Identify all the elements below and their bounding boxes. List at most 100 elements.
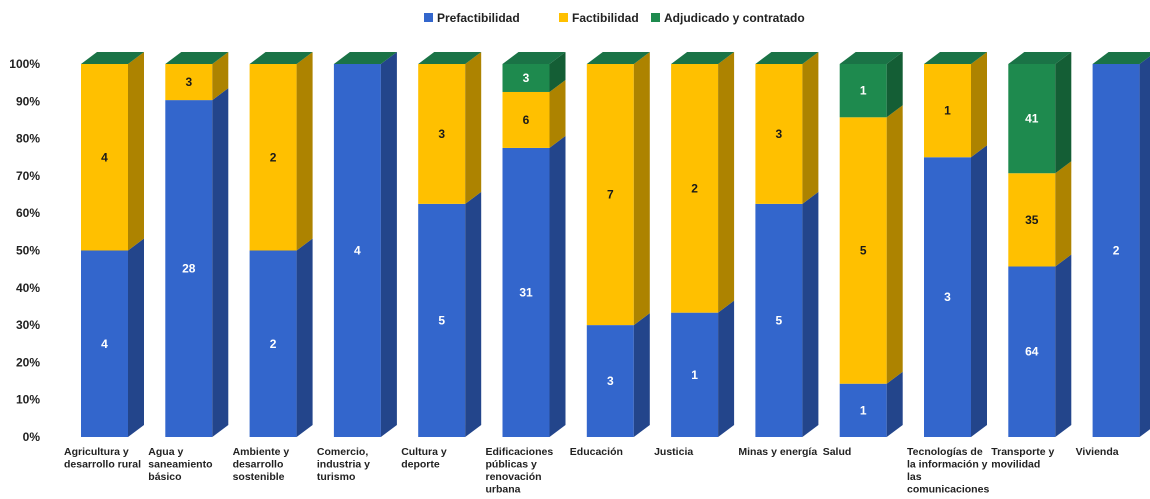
bar-segment <box>924 157 971 437</box>
data-label: 5 <box>860 244 867 258</box>
bar-segment <box>924 64 971 158</box>
bar-segment-side <box>465 191 482 437</box>
bar-stack: 12 <box>671 52 735 437</box>
bar-segment <box>839 64 887 118</box>
bar-segment <box>165 64 213 101</box>
bar-segment-side <box>1055 254 1072 437</box>
data-label: 3 <box>438 127 445 141</box>
y-axis: 0% 10% 20% 30% 40% 50% 60% 70% 80% 90% 100% <box>9 57 40 444</box>
data-label: 2 <box>1113 244 1120 258</box>
bar-segment-side <box>296 52 313 251</box>
x-tick-label: Salud <box>823 446 852 458</box>
x-tick-label: Agua y saneamiento básico <box>148 446 212 483</box>
y-tick-label: 0% <box>23 430 41 444</box>
bar-segment <box>755 203 803 437</box>
bar-segment <box>671 64 719 313</box>
bar-stack: 1 5 1 <box>839 52 903 437</box>
y-tick-label: 100% <box>9 57 40 71</box>
bar-top <box>1008 52 1072 64</box>
bar-stack: 4 <box>333 52 397 437</box>
y-tick-label: 70% <box>16 169 40 183</box>
data-label: 4 <box>101 337 108 351</box>
y-tick-label: 80% <box>16 132 40 146</box>
data-label: 64 <box>1025 345 1039 359</box>
bar-segment-side <box>128 52 144 251</box>
bar-segment <box>755 64 803 204</box>
bar-segment <box>839 117 887 384</box>
bar-stack: 44 <box>81 52 144 437</box>
legend-swatch <box>424 13 433 22</box>
bar-segment <box>1008 64 1056 174</box>
x-tick-label: Ambiente y desarrollo sostenible <box>233 446 290 483</box>
bar-segment-side <box>718 300 735 437</box>
bar-segment <box>502 64 550 92</box>
x-tick-label: Vivienda <box>1076 446 1119 458</box>
bar-top <box>418 52 482 64</box>
legend-label: Prefactibilidad <box>437 11 520 25</box>
y-tick-label: 90% <box>16 94 40 108</box>
data-label: 1 <box>691 368 698 382</box>
bar-segment <box>418 203 466 437</box>
x-tick-label: Transporte y movilidad <box>991 446 1054 471</box>
bar-segment-side <box>971 52 987 158</box>
y-tick-label: 50% <box>16 244 40 258</box>
x-axis: Agricultura y desarrollo rural Agua y sanea… <box>64 446 1119 496</box>
bar-segment-side <box>633 313 650 437</box>
data-label: 28 <box>182 262 196 276</box>
bar-segment-side <box>802 52 819 204</box>
bar-segment <box>165 100 213 437</box>
x-tick-label: Minas y energía <box>738 446 817 458</box>
bar-segment-side <box>549 79 566 148</box>
bar-top <box>924 52 987 64</box>
y-tick-label: 20% <box>16 355 40 369</box>
data-label: 5 <box>438 313 445 327</box>
bar-segment-side <box>1055 52 1072 174</box>
bar-segment-side <box>633 52 650 326</box>
bar-segment-side <box>1139 56 1150 437</box>
data-label: 5 <box>776 313 783 327</box>
bar-segment-side <box>1055 161 1072 267</box>
bar-top <box>333 52 397 64</box>
bar-top <box>81 52 144 64</box>
bar-top <box>671 52 735 64</box>
x-tick-label: Edificaciones públicas y renovación urbana <box>486 446 554 496</box>
data-label: 4 <box>101 150 108 164</box>
data-label: 7 <box>607 188 614 202</box>
bar-segment-side <box>212 88 229 437</box>
y-tick-label: 10% <box>16 393 40 407</box>
y-tick-label: 60% <box>16 206 40 220</box>
data-label: 2 <box>691 181 698 195</box>
data-label: 4 <box>354 244 361 258</box>
bar-segment <box>839 383 887 437</box>
bar-segment <box>586 64 634 326</box>
bar-segment-side <box>128 238 144 437</box>
bar-segment <box>502 147 550 438</box>
bar-segment <box>671 312 719 437</box>
x-tick-label: Educación <box>570 446 623 458</box>
bar-stack: 31 6 3 <box>502 52 566 438</box>
bar-segment <box>1008 266 1056 437</box>
data-label: 1 <box>860 84 867 98</box>
bar-top <box>165 52 229 64</box>
data-label: 3 <box>944 290 951 304</box>
bar-segment <box>333 64 381 437</box>
bar-segment <box>81 250 128 437</box>
data-label: 3 <box>776 127 783 141</box>
data-label: 3 <box>523 71 530 85</box>
bar-segment-side <box>380 52 397 437</box>
bar-stack: 22 <box>249 52 313 437</box>
bar-stack: 53 <box>418 52 482 437</box>
x-tick-label: Agricultura y desarrollo rural <box>64 446 141 471</box>
bar-stack: 31 <box>924 52 987 437</box>
bar-top <box>249 52 313 64</box>
bar-segment <box>1092 64 1140 437</box>
bar-stack: 53 <box>755 52 819 437</box>
data-label: 35 <box>1025 213 1039 227</box>
x-tick-label: Justicia <box>654 446 693 458</box>
x-tick-label: Cultura y deporte <box>401 446 447 471</box>
bar-segment <box>502 91 550 148</box>
bar-segment <box>1008 173 1056 267</box>
data-label: 3 <box>185 75 192 89</box>
